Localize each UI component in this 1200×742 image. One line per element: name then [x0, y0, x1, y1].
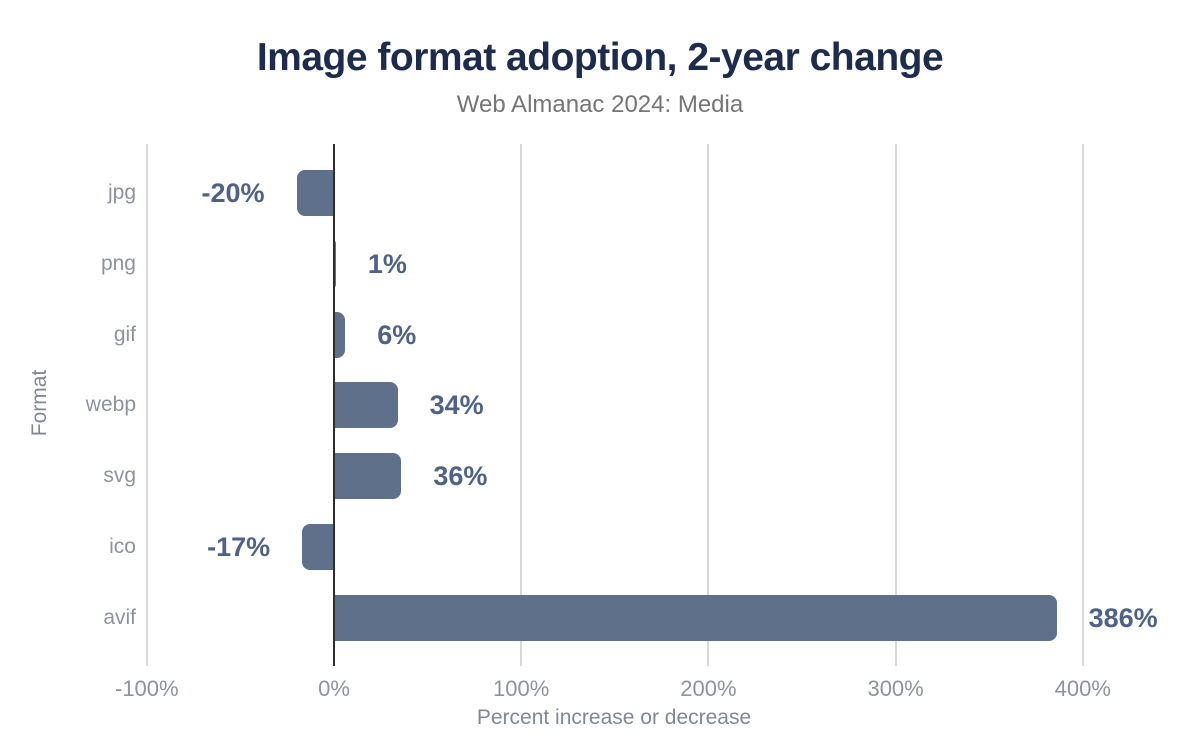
- bar-avif[interactable]: [334, 594, 1057, 641]
- category-label-jpg: jpg: [107, 181, 136, 204]
- x-tick-label-200: 200%: [680, 676, 737, 701]
- value-label-gif: 6%: [377, 319, 417, 350]
- gridline--100: [145, 144, 148, 666]
- bar-jpg[interactable]: [296, 170, 334, 216]
- category-label-webp: webp: [85, 393, 136, 417]
- x-tick-label-100: 100%: [493, 676, 550, 701]
- gridline-400: [1081, 144, 1084, 666]
- gridline-200: [707, 144, 710, 666]
- gridline-100: [520, 144, 523, 666]
- value-label-jpg: -20%: [201, 178, 265, 208]
- bar-gif[interactable]: [334, 311, 346, 358]
- category-label-gif: gif: [113, 322, 136, 346]
- x-tick-label-400: 400%: [1054, 676, 1111, 701]
- chart-title: Image format adoption, 2-year change: [256, 36, 944, 79]
- x-axis-title: Percent increase or decrease: [476, 706, 752, 729]
- category-label-svg: svg: [103, 464, 136, 488]
- gridline-0: [333, 144, 335, 666]
- x-tick-label--100: -100%: [115, 676, 179, 701]
- value-label-ico: -17%: [207, 532, 271, 563]
- value-label-svg: 36%: [433, 461, 488, 492]
- bar-ico[interactable]: [302, 524, 334, 571]
- bar-webp[interactable]: [334, 382, 398, 429]
- value-label-avif: 386%: [1088, 602, 1158, 633]
- gridline-300: [894, 144, 897, 666]
- category-label-png: png: [100, 251, 136, 275]
- category-label-avif: avif: [103, 605, 136, 629]
- value-label-png: 1%: [367, 248, 407, 279]
- category-label-ico: ico: [109, 535, 136, 559]
- x-tick-label-0: 0%: [318, 676, 350, 701]
- x-tick-label-300: 300%: [867, 676, 924, 701]
- bar-svg[interactable]: [334, 453, 402, 500]
- chart-subtitle: Web Almanac 2024: Media: [456, 91, 744, 118]
- value-label-webp: 34%: [429, 390, 484, 421]
